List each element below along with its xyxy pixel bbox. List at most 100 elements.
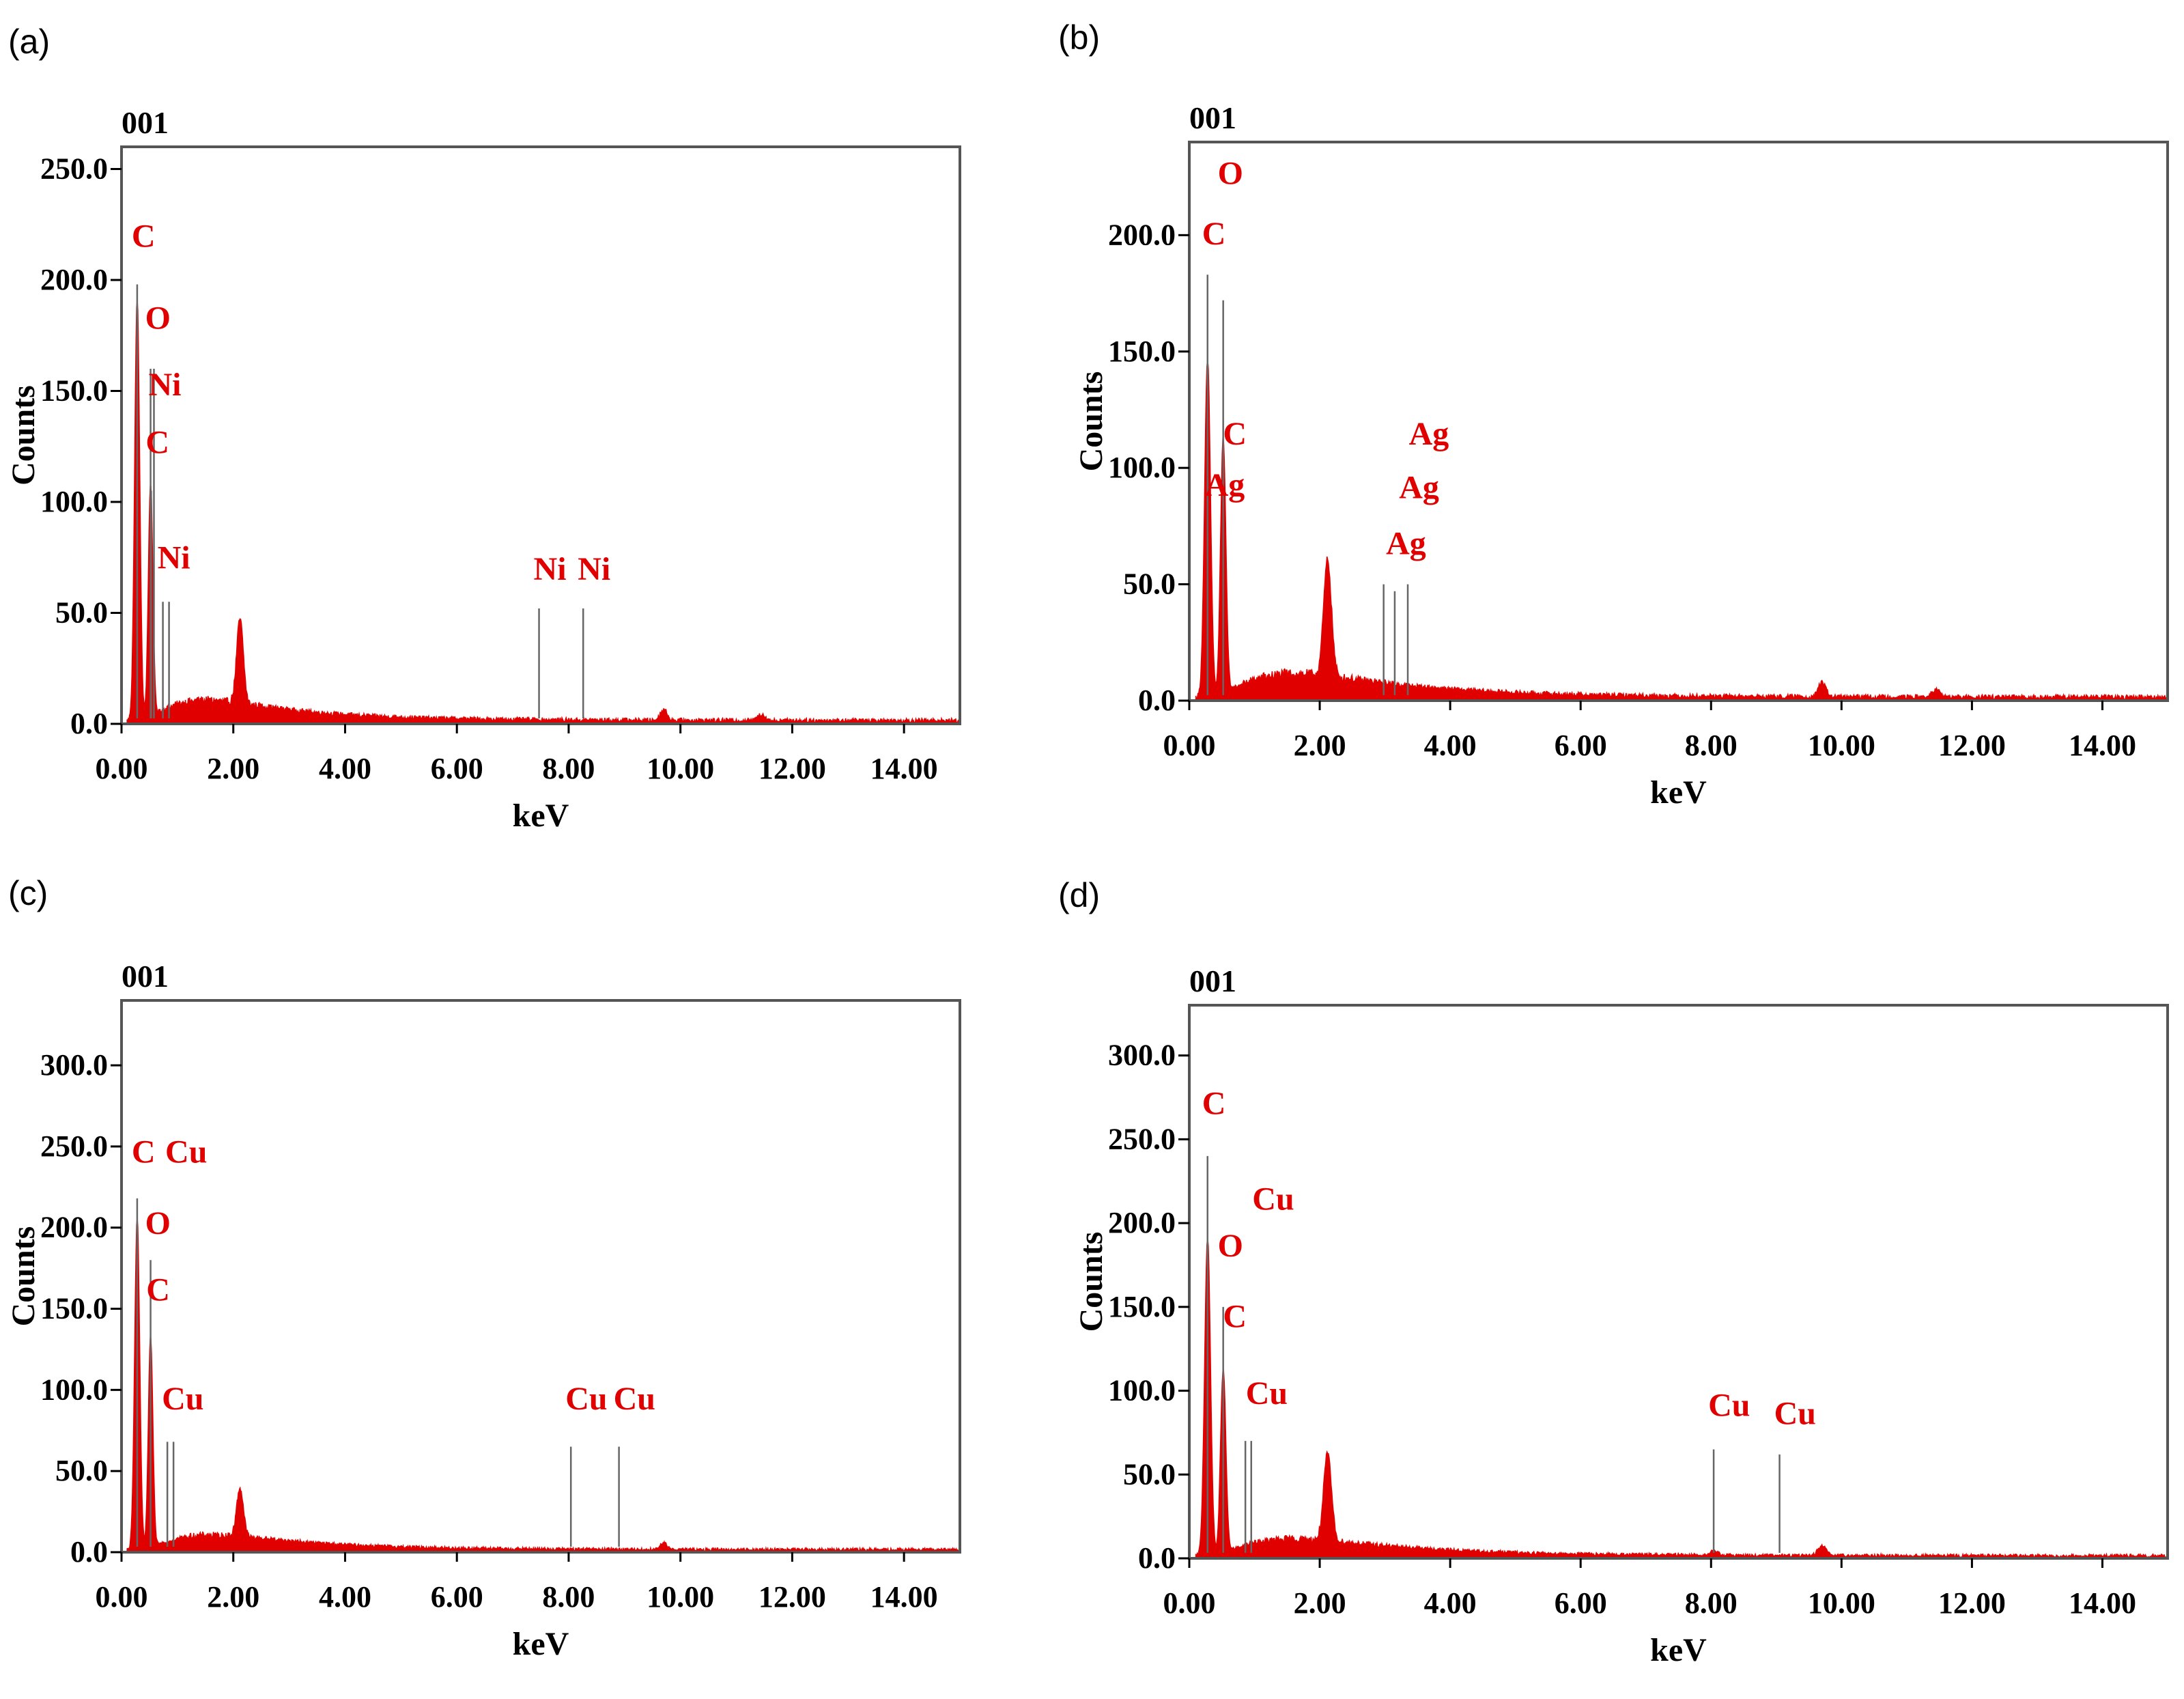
peak-label: Ag: [1205, 467, 1245, 503]
x-axis-title: keV: [1650, 1632, 1707, 1668]
peak-label: Cu: [565, 1381, 607, 1417]
peak-label: C: [1202, 1086, 1226, 1122]
spectrum-area: [1195, 359, 2168, 702]
x-tick-label: 14.00: [2069, 1586, 2136, 1620]
peak-label: Ni: [534, 551, 567, 587]
peak-label: C: [132, 218, 156, 254]
x-tick-label: 6.00: [1555, 729, 1607, 762]
x-tick-label: 4.00: [319, 1580, 371, 1614]
plot-frame: [1188, 141, 2169, 702]
peak-label: Ag: [1386, 525, 1426, 561]
spectrum-area: [126, 300, 961, 725]
peak-label: C: [146, 1272, 170, 1308]
x-tick-label: 4.00: [1424, 729, 1477, 762]
y-tick-label: 200.0: [1108, 218, 1176, 251]
x-axis-title: keV: [1650, 774, 1707, 811]
y-tick-label: 200.0: [40, 1211, 108, 1244]
peak-label: C: [1202, 216, 1226, 252]
spectrum-area: [126, 1218, 961, 1554]
y-axis-title: Counts: [5, 1226, 42, 1327]
y-tick-label: 250.0: [1108, 1122, 1176, 1155]
y-tick-label: 50.0: [1123, 1457, 1176, 1491]
y-tick-label: 0.0: [1138, 684, 1176, 717]
y-tick-label: 150.0: [40, 1292, 108, 1325]
x-axis-title: keV: [513, 798, 569, 834]
panel-label: (a): [8, 23, 50, 61]
x-tick-label: 6.00: [431, 1580, 483, 1614]
peak-label: C: [1223, 1298, 1247, 1334]
peak-label: C: [132, 1134, 156, 1170]
peak-label: C: [1223, 416, 1247, 452]
x-tick-label: 10.00: [1808, 1586, 1875, 1620]
y-tick-label: 100.0: [40, 485, 108, 518]
peak-label: Cu: [1774, 1396, 1816, 1432]
x-tick-label: 8.00: [1685, 1586, 1738, 1620]
y-tick-label: 50.0: [1123, 567, 1176, 601]
peak-label: O: [1218, 155, 1243, 191]
peak-label: C: [145, 425, 169, 461]
peak-label: Cu: [614, 1381, 655, 1417]
peak-label: Ni: [158, 540, 190, 576]
eds-panel-a: (a) 001 C O Ni C Ni Ni Ni 0.00 2.00 4.00 6.00 8.00 10.…: [5, 23, 961, 834]
x-tick-label: 8.00: [542, 1580, 595, 1614]
x-tick-label: 2.00: [1294, 1586, 1346, 1620]
y-tick-label: 250.0: [40, 1129, 108, 1163]
x-tick-label: 12.00: [758, 1580, 826, 1614]
x-tick-label: 10.00: [647, 1580, 714, 1614]
x-tick-label: 8.00: [1685, 729, 1738, 762]
x-tick-label: 14.00: [2069, 729, 2136, 762]
y-tick-label: 100.0: [1108, 1374, 1176, 1407]
peak-label: Ag: [1399, 469, 1439, 505]
x-tick-label: 0.00: [96, 752, 148, 785]
peak-label: Cu: [1708, 1387, 1750, 1423]
spectrum-id: 001: [1189, 100, 1236, 135]
spectrum-id: 001: [122, 105, 169, 140]
x-tick-label: 2.00: [207, 1580, 259, 1614]
panel-label: (d): [1058, 876, 1100, 914]
x-tick-label: 14.00: [870, 752, 938, 785]
x-tick-label: 4.00: [319, 752, 371, 785]
peak-label: O: [145, 1205, 171, 1241]
x-tick-label: 0.00: [1163, 729, 1216, 762]
x-tick-label: 6.00: [1555, 1586, 1607, 1620]
x-tick-label: 4.00: [1424, 1586, 1477, 1620]
x-tick-label: 8.00: [542, 752, 595, 785]
peak-label: Cu: [1246, 1375, 1288, 1412]
peak-label: Ni: [578, 551, 610, 587]
y-tick-label: 0.0: [70, 707, 108, 740]
spectrum-id: 001: [1189, 964, 1236, 998]
y-tick-label: 300.0: [1108, 1039, 1176, 1072]
y-tick-label: 150.0: [1108, 1290, 1176, 1323]
plot-frame: [120, 145, 961, 725]
x-tick-label: 10.00: [1808, 729, 1875, 762]
x-tick-label: 12.00: [758, 752, 826, 785]
y-axis-title: Counts: [5, 385, 42, 486]
x-tick-label: 10.00: [647, 752, 714, 785]
x-tick-label: 2.00: [1294, 729, 1346, 762]
y-tick-label: 50.0: [55, 1454, 108, 1487]
panel-label: (b): [1058, 18, 1100, 57]
peak-label: O: [1218, 1228, 1243, 1264]
x-tick-label: 14.00: [870, 1580, 938, 1614]
y-tick-label: 150.0: [40, 374, 108, 408]
y-axis-title: Counts: [1073, 1232, 1109, 1332]
x-tick-label: 0.00: [96, 1580, 148, 1614]
y-tick-label: 300.0: [40, 1048, 108, 1082]
y-tick-label: 50.0: [55, 596, 108, 630]
y-tick-label: 200.0: [1108, 1206, 1176, 1239]
peak-label: Ag: [1409, 416, 1449, 452]
peak-label: Cu: [165, 1134, 207, 1170]
peak-label: Ni: [148, 367, 181, 403]
spectrum-id: 001: [122, 959, 169, 994]
x-tick-label: 12.00: [1938, 729, 2006, 762]
y-tick-label: 0.0: [70, 1535, 108, 1569]
plot-frame: [120, 999, 961, 1554]
y-tick-label: 150.0: [1108, 335, 1176, 368]
y-tick-label: 100.0: [1108, 451, 1176, 484]
peak-label: Cu: [162, 1381, 203, 1417]
x-tick-label: 2.00: [207, 752, 259, 785]
